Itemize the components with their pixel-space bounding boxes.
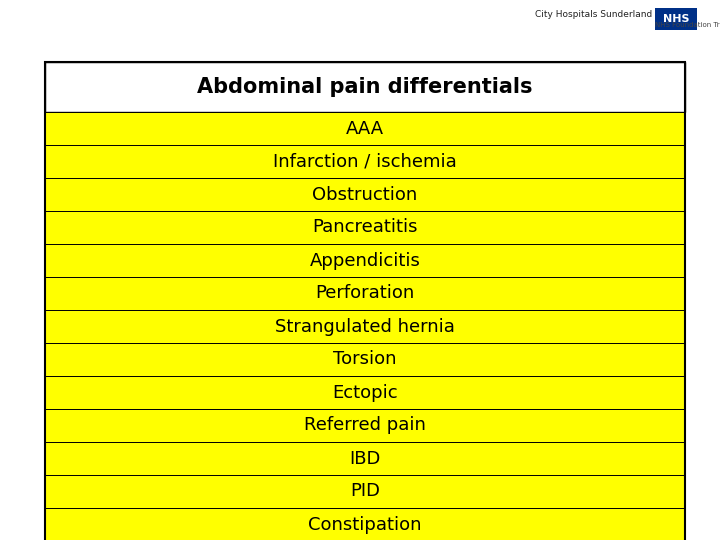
Text: PID: PID xyxy=(350,483,380,501)
Text: City Hospitals Sunderland: City Hospitals Sunderland xyxy=(535,10,652,19)
Text: Referred pain: Referred pain xyxy=(304,416,426,435)
Text: Perforation: Perforation xyxy=(315,285,415,302)
Bar xyxy=(45,62,685,540)
Bar xyxy=(45,277,685,310)
Text: Abdominal pain differentials: Abdominal pain differentials xyxy=(197,77,533,97)
Text: Obstruction: Obstruction xyxy=(312,186,418,204)
Text: Appendicitis: Appendicitis xyxy=(310,252,420,269)
Text: Constipation: Constipation xyxy=(308,516,422,534)
Text: Strangulated hernia: Strangulated hernia xyxy=(275,318,455,335)
Text: IBD: IBD xyxy=(349,449,381,468)
Bar xyxy=(45,112,685,145)
Bar xyxy=(45,508,685,540)
Text: Ectopic: Ectopic xyxy=(332,383,398,402)
Bar xyxy=(45,343,685,376)
Bar xyxy=(45,211,685,244)
Bar xyxy=(45,475,685,508)
Bar xyxy=(45,178,685,211)
Bar xyxy=(45,310,685,343)
Bar xyxy=(45,409,685,442)
Bar xyxy=(45,244,685,277)
Text: NHS: NHS xyxy=(662,14,689,24)
Bar xyxy=(45,376,685,409)
Bar xyxy=(45,145,685,178)
Text: Infarction / ischemia: Infarction / ischemia xyxy=(273,152,457,171)
Text: Torsion: Torsion xyxy=(333,350,397,368)
Bar xyxy=(655,8,697,30)
Text: Pancreatitis: Pancreatitis xyxy=(312,219,418,237)
Text: NHS Foundation Trust: NHS Foundation Trust xyxy=(654,22,720,28)
Bar xyxy=(45,442,685,475)
Bar xyxy=(45,62,685,112)
Text: AAA: AAA xyxy=(346,119,384,138)
